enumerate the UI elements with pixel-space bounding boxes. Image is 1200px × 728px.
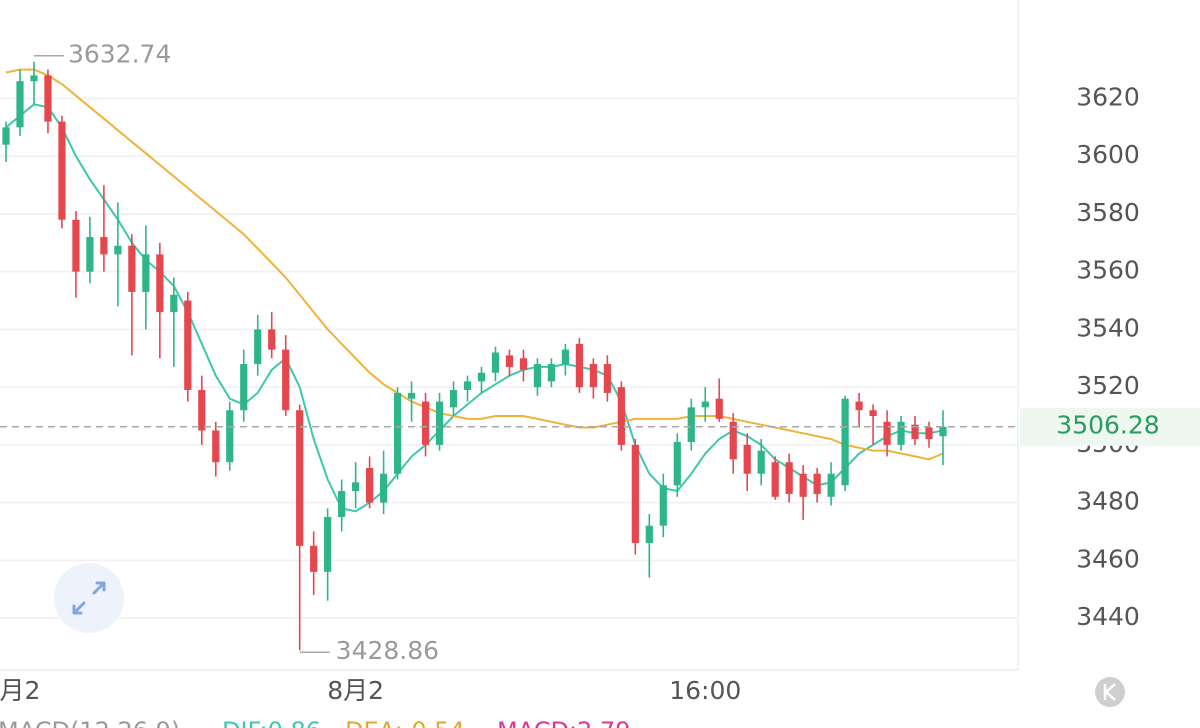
candle-body — [114, 245, 122, 255]
current-price-label: 3506.28 — [1056, 411, 1159, 440]
candle-body — [589, 364, 597, 388]
candle-body — [254, 329, 262, 365]
candle-body — [86, 237, 94, 272]
candle-body — [170, 294, 178, 313]
moving-average-line — [5, 68, 944, 461]
macd-value: MACD:2.79 — [497, 717, 630, 728]
x-tick-label: 8月2 — [327, 676, 384, 705]
candle-body — [282, 349, 290, 411]
candle-body — [352, 482, 360, 492]
candle-body — [561, 349, 570, 365]
candle-body — [897, 421, 905, 445]
candle-body — [757, 450, 765, 474]
candle-body — [925, 427, 933, 440]
candle-body — [44, 75, 52, 122]
candle-body — [16, 81, 24, 128]
max-annotation: 3632.74 — [68, 40, 171, 69]
candle-body — [855, 401, 863, 411]
grid — [0, 97, 1018, 619]
candle-body — [198, 390, 206, 431]
candle-body — [435, 401, 444, 445]
candle-body — [785, 462, 793, 494]
candle-body — [184, 300, 192, 391]
candle-body — [603, 364, 611, 393]
candle-body — [673, 441, 681, 486]
candle-body — [366, 467, 374, 503]
candle-body — [393, 392, 402, 474]
candle-body — [883, 421, 891, 445]
candle-body — [547, 364, 556, 382]
candle-body — [841, 398, 849, 486]
candle-body — [72, 219, 80, 272]
macd-dea: DEA:-0.54 — [345, 717, 465, 728]
x-tick-label: 月2 — [0, 676, 40, 705]
y-tick-label: 3540 — [1076, 313, 1140, 342]
candle-body — [463, 381, 472, 391]
candle-body — [659, 485, 667, 526]
y-tick-label: 3440 — [1076, 602, 1140, 631]
candle-body — [421, 401, 430, 445]
candle-body — [533, 364, 542, 388]
candle-body — [743, 444, 751, 474]
candle-body — [379, 473, 388, 503]
macd-dif: DIF:0.86 — [222, 717, 321, 728]
y-tick-label: 3620 — [1076, 83, 1140, 112]
expand-button[interactable] — [54, 563, 124, 633]
candle-body — [491, 352, 500, 373]
candle-body — [128, 245, 136, 292]
candle-body — [142, 254, 150, 292]
candle-body — [310, 545, 318, 572]
candle-body — [729, 421, 737, 460]
candle-body — [156, 254, 164, 313]
x-tick-label: 16:00 — [669, 676, 741, 705]
candle-body — [296, 410, 304, 546]
candle-body — [701, 401, 709, 408]
candle-body — [449, 390, 458, 408]
candle-body — [771, 462, 779, 497]
candle-body — [715, 398, 723, 419]
kline-button[interactable] — [1095, 677, 1125, 707]
y-tick-label: 3480 — [1076, 487, 1140, 516]
y-tick-label: 3600 — [1076, 140, 1140, 169]
candle-body — [869, 410, 877, 416]
y-tick-label: 3460 — [1076, 544, 1140, 573]
macd-label: MACD(12,26,9) — [0, 717, 180, 728]
candle-body — [407, 392, 416, 399]
y-tick-label: 3560 — [1076, 256, 1140, 285]
candle-body — [813, 473, 821, 494]
candle-body — [519, 358, 528, 370]
y-tick-label: 3520 — [1076, 371, 1140, 400]
candle-body — [645, 525, 653, 543]
candle-body — [30, 75, 38, 82]
candle-body — [631, 444, 639, 543]
candle-body — [100, 237, 108, 255]
candle-body — [505, 355, 514, 367]
current-price-box — [1020, 407, 1200, 446]
y-tick-label: 3580 — [1076, 198, 1140, 227]
candle-body — [617, 387, 625, 445]
candle-body — [338, 491, 346, 518]
candle-body — [324, 517, 332, 572]
candle-body — [212, 430, 220, 463]
candle-body — [687, 407, 695, 442]
min-annotation: 3428.86 — [336, 636, 439, 665]
candle-body — [575, 343, 583, 388]
candle-body — [268, 329, 276, 350]
candle-body — [477, 372, 486, 382]
candle-body — [240, 364, 248, 411]
candle-body — [58, 121, 66, 220]
candle-body — [911, 424, 919, 440]
candle-body — [226, 410, 234, 463]
candle-body — [939, 426, 947, 437]
candle-body — [827, 473, 835, 497]
candle-body — [2, 127, 10, 145]
candle-body — [799, 473, 807, 497]
